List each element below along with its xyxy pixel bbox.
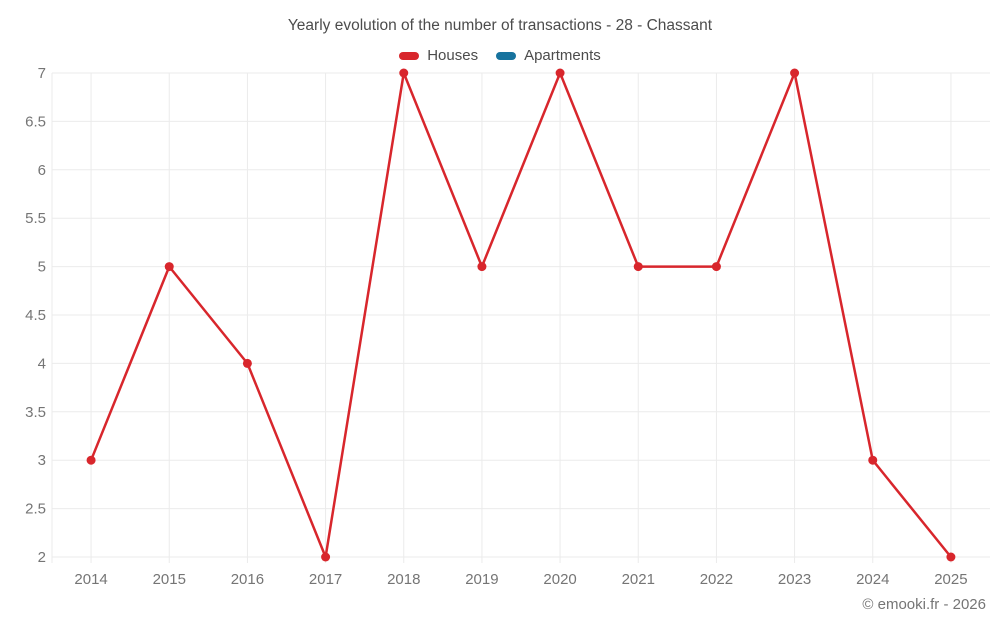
- y-axis-tick-label: 2: [38, 549, 46, 566]
- data-point-2022[interactable]: [711, 262, 721, 272]
- x-axis-tick-label-2025: 2025: [934, 571, 967, 588]
- data-point-2018[interactable]: [399, 68, 409, 78]
- gridlines: [51, 72, 990, 563]
- x-axis-tick-label-2019: 2019: [465, 571, 498, 588]
- legend-item-houses[interactable]: Houses: [399, 47, 478, 64]
- y-axis-tick-label: 4.5: [25, 307, 46, 324]
- data-point-2021[interactable]: [633, 262, 643, 272]
- x-axis-tick-label-2024: 2024: [856, 571, 889, 588]
- x-axis-tick-label-2020: 2020: [543, 571, 576, 588]
- y-axis-tick-label: 5: [38, 259, 46, 276]
- data-point-2020[interactable]: [555, 68, 565, 78]
- data-point-2025[interactable]: [946, 552, 956, 562]
- series-line-houses: [89, 71, 953, 559]
- x-axis-tick-label-2014: 2014: [74, 571, 107, 588]
- data-point-2019[interactable]: [477, 262, 487, 272]
- y-axis-tick-label: 6.5: [25, 113, 46, 130]
- houses-legend-swatch: [399, 51, 420, 60]
- y-axis-tick-label: 3: [38, 452, 46, 469]
- y-axis-tick-label: 4: [38, 355, 46, 372]
- apartments-legend-swatch: [496, 51, 517, 60]
- data-point-2015[interactable]: [164, 262, 174, 272]
- y-axis-tick-label: 2.5: [25, 501, 46, 518]
- y-axis-tick-label: 3.5: [25, 404, 46, 421]
- data-point-2023[interactable]: [790, 68, 800, 78]
- data-point-2017[interactable]: [321, 552, 331, 562]
- data-point-2016[interactable]: [242, 358, 252, 368]
- x-axis-tick-label-2022: 2022: [700, 571, 733, 588]
- x-axis-tick-label-2018: 2018: [387, 571, 420, 588]
- chart-title: Yearly evolution of the number of transa…: [287, 17, 713, 34]
- legend: Houses Apartments: [0, 47, 1000, 64]
- apartments-legend-label: Apartments: [524, 47, 601, 64]
- x-axis-tick-label-2015: 2015: [153, 571, 186, 588]
- x-axis-tick-label-2021: 2021: [622, 571, 655, 588]
- houses-legend-label: Houses: [427, 47, 479, 64]
- x-axis-tick-label-2017: 2017: [309, 571, 342, 588]
- x-axis-tick-label-2023: 2023: [778, 571, 811, 588]
- data-point-2014[interactable]: [86, 455, 96, 465]
- x-axis-tick-label-2016: 2016: [231, 571, 264, 588]
- y-axis-tick-label: 6: [38, 162, 46, 179]
- copyright-credit: © emooki.fr - 2026: [862, 596, 986, 613]
- legend-item-apartments[interactable]: Apartments: [496, 47, 601, 64]
- y-axis-tick-label: 5.5: [25, 210, 46, 227]
- series-houses: [86, 68, 956, 562]
- data-point-2024[interactable]: [868, 455, 878, 465]
- y-axis-tick-label: 7: [38, 65, 46, 82]
